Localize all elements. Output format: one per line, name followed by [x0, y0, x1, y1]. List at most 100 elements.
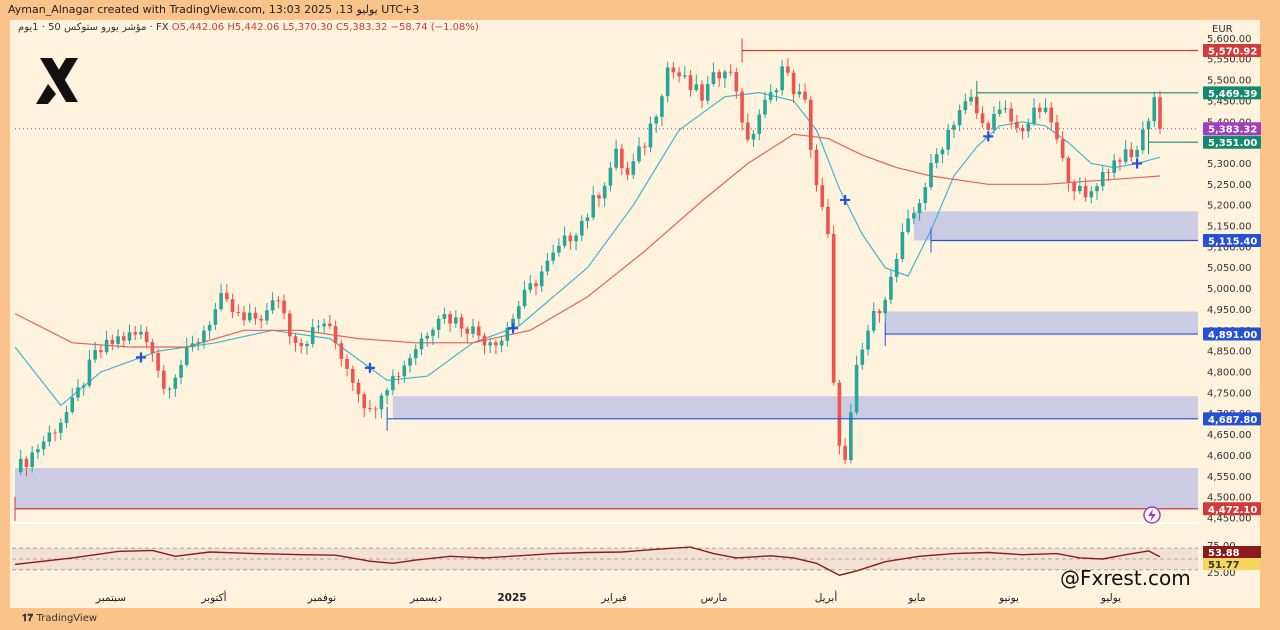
candle	[413, 344, 418, 366]
rsi-value-label[interactable]: 53.88	[1203, 546, 1261, 559]
candle-body	[620, 148, 624, 169]
candle-body	[803, 91, 807, 100]
candle	[952, 121, 956, 139]
footer-text: TradingView	[36, 613, 98, 624]
candle-body	[683, 75, 687, 77]
candle	[768, 84, 773, 104]
candle	[826, 198, 830, 238]
candle-body	[677, 72, 681, 77]
candle	[121, 331, 126, 348]
currency-label: EUR	[1212, 24, 1233, 35]
price-tick-label: 4,950.00	[1207, 305, 1252, 316]
candle	[545, 253, 550, 276]
candle-body	[969, 96, 973, 102]
candle	[1049, 102, 1054, 129]
candle	[465, 326, 470, 344]
candle-body	[184, 347, 189, 366]
lightning-icon[interactable]	[1143, 506, 1161, 524]
time-axis-label: 2025	[497, 592, 526, 604]
candle-body	[1141, 129, 1145, 151]
candle	[831, 225, 836, 386]
candle	[127, 324, 132, 345]
level-price-label[interactable]: 4,472.10	[1203, 502, 1261, 516]
level-price-label[interactable]: 5,115.40	[1203, 233, 1261, 248]
candle-body	[162, 370, 166, 389]
candle-body	[99, 350, 103, 353]
tradingview-footer[interactable]: 𝟏𝟕 TradingView	[22, 613, 97, 624]
candle-body	[316, 326, 321, 328]
candle-body	[373, 408, 378, 410]
candle	[757, 109, 762, 141]
price-tick-label: 4,850.00	[1207, 347, 1252, 358]
candle-body	[751, 133, 756, 140]
candle	[917, 199, 922, 221]
candle-body	[265, 310, 269, 321]
candle-body	[356, 382, 361, 395]
candle-body	[47, 432, 52, 442]
candle-body	[413, 349, 418, 359]
candle	[242, 305, 246, 326]
candle-body	[282, 300, 286, 314]
price-tick-label: 5,100.00	[1207, 242, 1252, 253]
candle	[213, 302, 218, 331]
candle	[328, 314, 332, 330]
level-price-label[interactable]: 4,687.80	[1203, 412, 1261, 426]
candle	[854, 355, 859, 415]
rsi-ma-label[interactable]: 51.77	[1203, 558, 1261, 571]
rsi-tick-label: 25.00	[1207, 568, 1236, 579]
candle	[963, 93, 968, 115]
candle	[167, 386, 172, 399]
candle-body	[339, 343, 344, 359]
candle	[997, 100, 1002, 118]
candle-body	[110, 339, 115, 344]
candle-body	[591, 195, 596, 218]
demand-zone	[392, 396, 1198, 419]
candle-body	[694, 84, 699, 91]
candle-body	[1100, 172, 1105, 187]
candle	[579, 215, 584, 242]
level-label-text: 4,891.00	[1208, 330, 1257, 341]
candle-body	[545, 260, 550, 272]
candle	[751, 129, 756, 148]
candle-body	[562, 235, 567, 246]
candle-body	[568, 235, 573, 242]
candle-body	[41, 441, 46, 450]
candle	[791, 69, 796, 103]
candle-body	[688, 75, 693, 91]
candle-body	[602, 185, 607, 199]
candle-body	[837, 382, 842, 446]
rsi-ma-text: 51.77	[1208, 560, 1240, 571]
candle	[797, 83, 802, 98]
level-price-label[interactable]: 5,469.39	[1203, 86, 1261, 100]
candle-body	[213, 309, 218, 325]
price-tick-label: 5,550.00	[1207, 55, 1252, 66]
candle	[591, 186, 596, 221]
candle-body	[242, 312, 246, 321]
candle	[87, 350, 92, 388]
level-price-label[interactable]: 5,383.32	[1203, 122, 1261, 136]
level-price-label[interactable]: 5,351.00	[1203, 135, 1261, 150]
candle	[1141, 121, 1145, 154]
candle	[700, 80, 704, 109]
time-axis-label: سبتمبر	[95, 592, 126, 604]
candle	[871, 302, 876, 334]
level-price-label[interactable]: 4,891.00	[1203, 327, 1261, 342]
candle	[476, 321, 481, 342]
candle-body	[780, 66, 784, 91]
candle-body	[322, 323, 326, 327]
candle-body	[1146, 121, 1151, 130]
candle	[247, 303, 252, 323]
candle-body	[328, 323, 332, 327]
candle	[620, 143, 624, 176]
candle	[883, 297, 887, 323]
candle-body	[494, 342, 498, 346]
level-price-label[interactable]: 5,570.92	[1203, 43, 1261, 58]
candle-body	[648, 123, 653, 148]
candle	[1078, 177, 1082, 195]
candle	[396, 372, 401, 385]
candle-body	[293, 336, 298, 343]
candle-body	[957, 110, 962, 126]
candle	[202, 325, 206, 349]
candle	[837, 379, 842, 455]
